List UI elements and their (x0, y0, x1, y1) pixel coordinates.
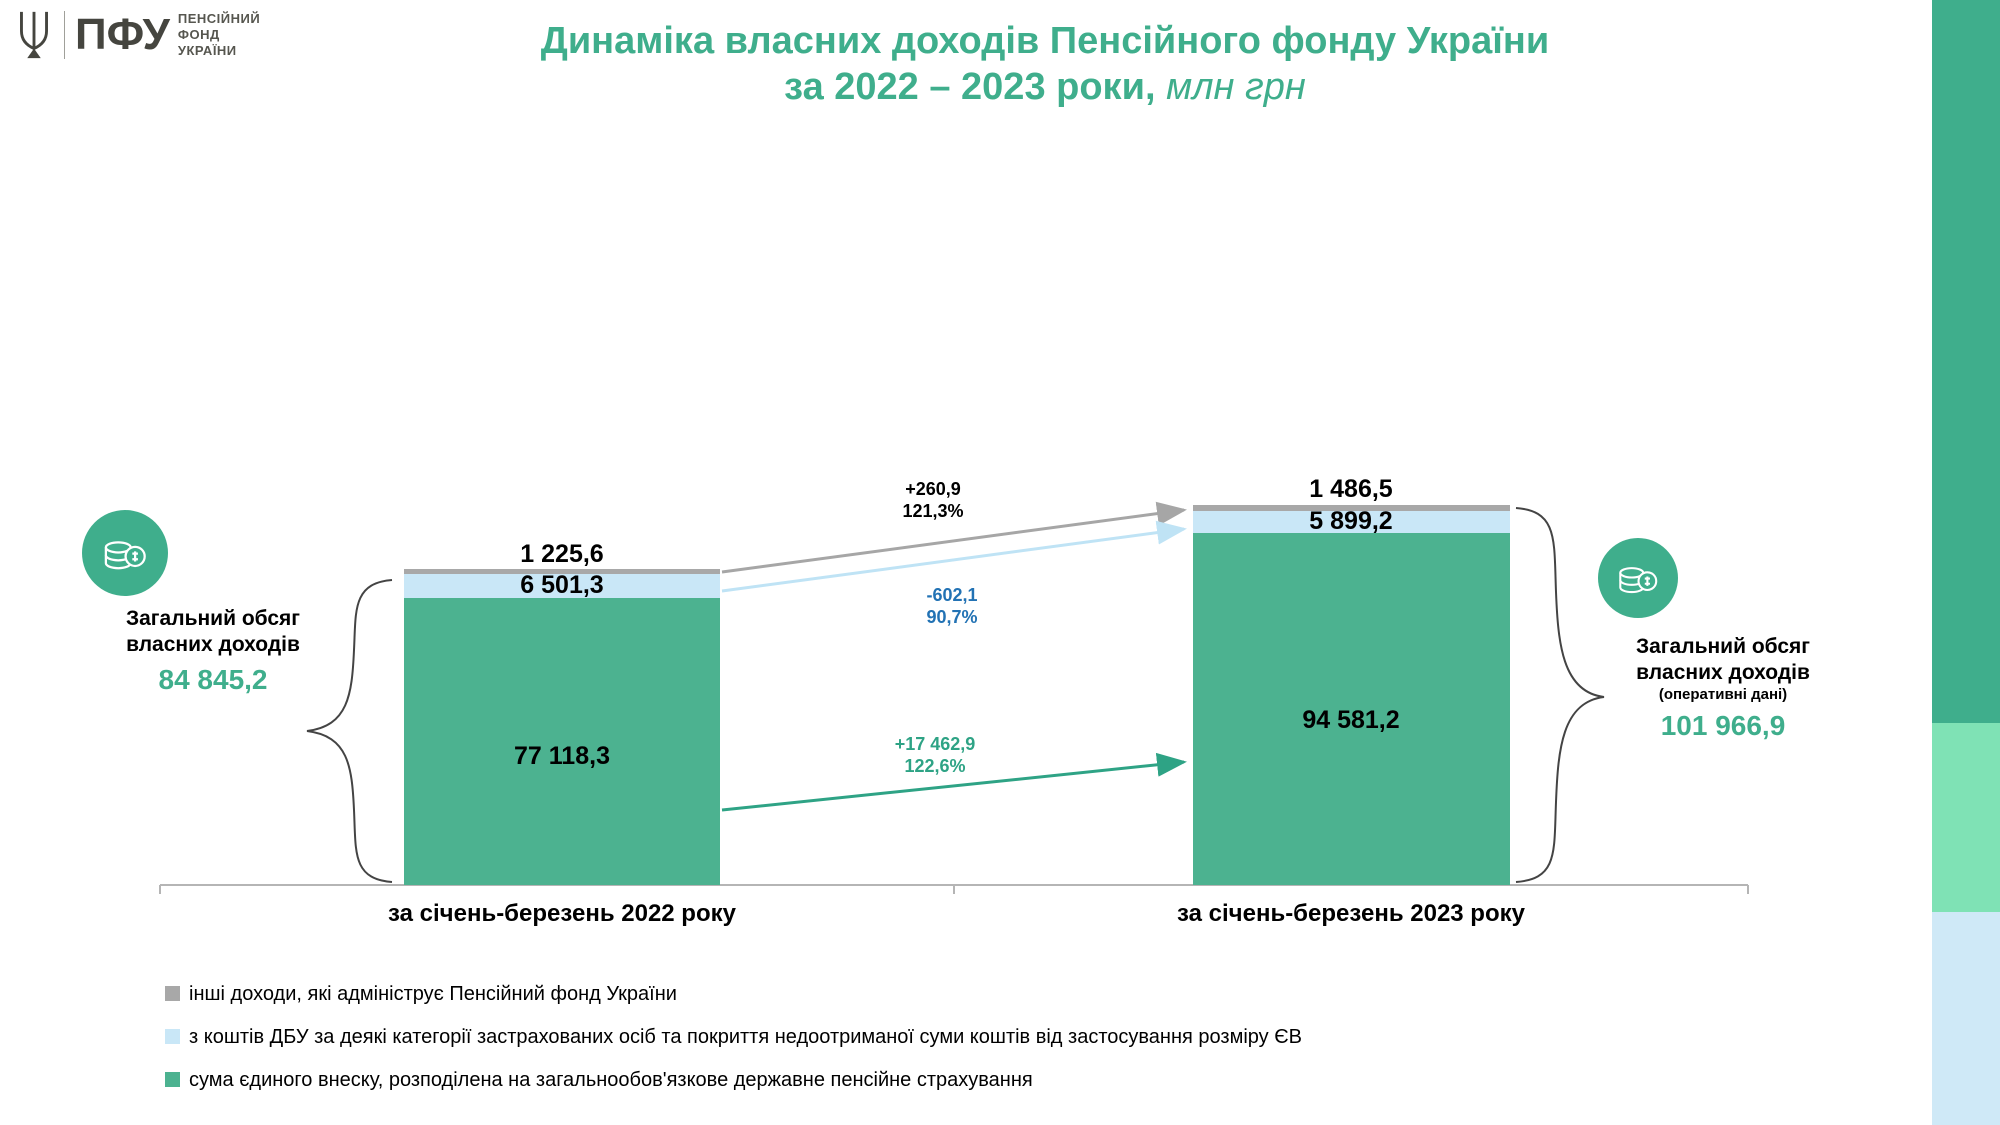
legend-item-dbu-funds: з коштів ДБУ за деякі категорії застрахо… (165, 1025, 1302, 1050)
change-label-dbu-funds: -602,1 90,7% (926, 584, 977, 628)
brace-left-total (306, 579, 393, 883)
total-right-label-line1: Загальний обсяг (1635, 635, 1811, 658)
strip-blue-segment (1932, 912, 2000, 1125)
value-2022-dbu-funds: 6 501,3 (520, 571, 604, 599)
legend: інші доходи, які адмініструє Пенсійний ф… (165, 982, 1302, 1111)
x-axis (159, 884, 1749, 894)
legend-label: інші доходи, які адмініструє Пенсійний ф… (189, 983, 677, 1005)
segment-2023-single-contribution (1193, 533, 1510, 885)
total-right: Загальний обсяг власних доходів (операти… (1636, 634, 1810, 742)
category-2023: за січень-березень 2023 року (1177, 900, 1525, 927)
total-left-label-line1: Загальний обсяг (125, 607, 301, 630)
total-left: Загальний обсяг власних доходів 84 845,2 (126, 606, 300, 696)
pfu-logo: ПФУ ПЕНСІЙНИЙ ФОНД УКРАЇНИ (14, 8, 260, 62)
total-right-note: (оперативні дані) (1658, 686, 1788, 703)
logo-org-line: ПЕНСІЙНИЙ (177, 11, 261, 26)
legend-label: з коштів ДБУ за деякі категорії застрахо… (189, 1026, 1302, 1048)
total-left-label-line2: власних доходів (126, 633, 300, 656)
trident-icon (20, 11, 48, 59)
logo-org-line: ФОНД (177, 27, 220, 42)
coins-badge-right (1598, 538, 1678, 618)
brace-right-total (1515, 507, 1605, 883)
bar-2023 (1193, 505, 1510, 885)
total-left-value: 84 845,2 (158, 664, 268, 695)
coins-badge-left (82, 510, 168, 596)
change-pct: 121,3% (902, 501, 964, 521)
value-2023-other-income: 1 486,5 (1309, 475, 1393, 503)
total-right-value: 101 966,9 (1660, 710, 1786, 741)
logo-abbr: ПФУ (75, 10, 170, 59)
coins-icon (1619, 567, 1658, 594)
total-right-label-line2: власних доходів (1636, 661, 1810, 684)
bar-2022 (404, 569, 720, 885)
change-abs: +17 462,9 (894, 734, 976, 754)
logo-org-line: УКРАЇНИ (177, 43, 237, 58)
arrow-dbu-funds-change (721, 520, 1187, 593)
coins-icon (104, 541, 146, 570)
segment-2022-other-income (404, 569, 720, 574)
category-2022: за січень-березень 2022 року (388, 900, 736, 927)
legend-swatch-gray (165, 986, 180, 1001)
value-2023-dbu-funds: 5 899,2 (1309, 507, 1393, 535)
segment-2022-single-contribution (404, 598, 720, 885)
legend-swatch-green (165, 1072, 180, 1087)
legend-swatch-blue (165, 1029, 180, 1044)
change-abs: -602,1 (926, 585, 978, 605)
strip-mint-segment (1932, 723, 2000, 912)
value-2023-single-contribution: 94 581,2 (1302, 706, 1400, 734)
title-line1: Динаміка власних доходів Пенсійного фонд… (540, 20, 1550, 62)
logo-divider (64, 11, 65, 59)
change-label-single-contribution: +17 462,9 122,6% (895, 733, 976, 777)
strip-green-segment (1932, 0, 2000, 723)
legend-label: сума єдиного внеску, розподілена на зага… (189, 1069, 1033, 1091)
title-unit: млн грн (1155, 66, 1306, 108)
logo-org-name: ПЕНСІЙНИЙ ФОНД УКРАЇНИ (178, 11, 260, 59)
segment-2022-dbu-funds (404, 574, 720, 598)
change-pct: 90,7% (926, 607, 978, 627)
change-label-other-income: +260,9 121,3% (902, 478, 963, 522)
change-abs: +260,9 (905, 479, 961, 499)
value-2022-single-contribution: 77 118,3 (514, 742, 610, 770)
page-title: Динаміка власних доходів Пенсійного фонд… (541, 18, 1550, 110)
legend-item-single-contribution: сума єдиного внеску, розподілена на зага… (165, 1068, 1302, 1093)
legend-item-other-income: інші доходи, які адмініструє Пенсійний ф… (165, 982, 1302, 1007)
title-line2: за 2022 – 2023 роки, (784, 66, 1156, 108)
change-pct: 122,6% (904, 756, 966, 776)
segment-2023-dbu-funds (1193, 511, 1510, 533)
right-color-strip (1932, 0, 2000, 1125)
segment-2023-other-income (1193, 505, 1510, 511)
value-2022-other-income: 1 225,6 (520, 540, 604, 568)
